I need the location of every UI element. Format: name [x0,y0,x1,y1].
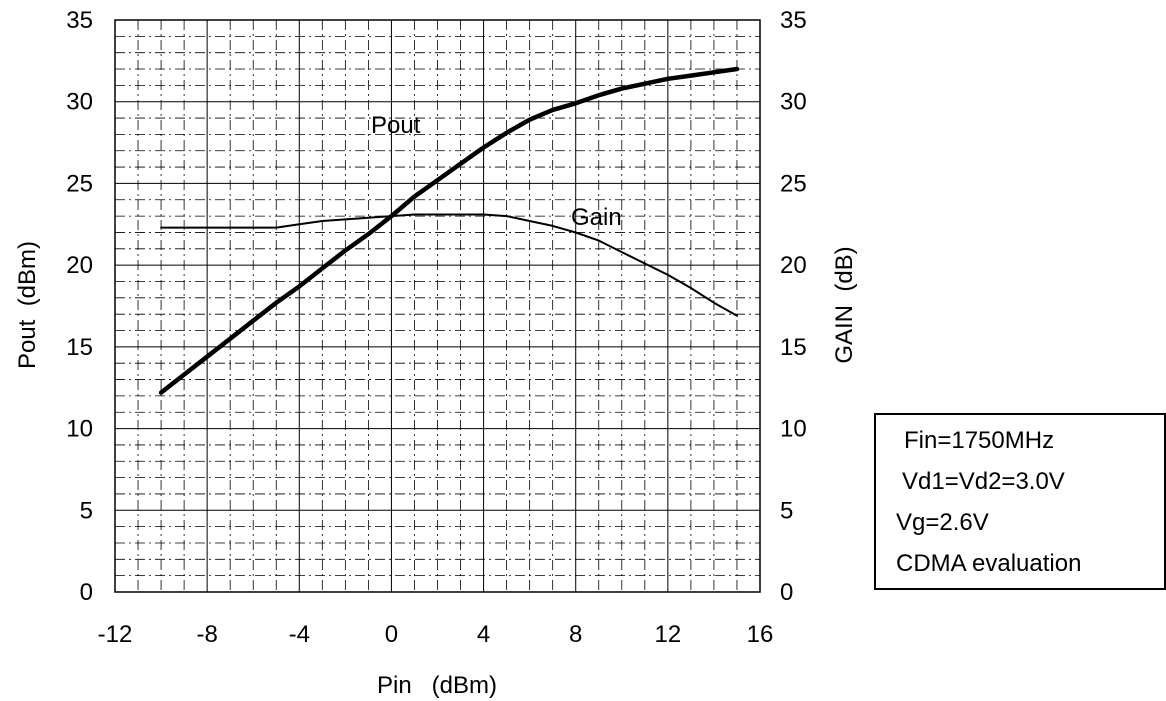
plot-frame [114,19,761,593]
y-right-tick-label: 20 [780,252,807,279]
x-tick-label: -8 [196,621,217,648]
y-axis-right-ticks: 0 5 10 15 20 25 30 35 [780,7,807,606]
y-axis-right-title: GAIN (dB) [831,246,858,363]
series-label-gain: Gain [571,204,622,231]
x-tick-label: 16 [747,621,774,648]
conditions-box: Fin=1750MHz Vd1=Vd2=3.0V Vg=2.6V CDMA ev… [874,413,1166,590]
x-axis-ticks: -12 -8 -4 0 4 8 12 16 [98,621,774,648]
condition-frequency: Fin=1750MHz [904,427,1055,454]
x-tick-label: 4 [477,621,490,648]
y-right-tick-label: 15 [780,334,807,361]
y-left-tick-label: 5 [80,497,93,524]
chart-grid [115,20,760,592]
series-line-pout [158,66,740,395]
y-axis-left-ticks: 0 5 10 15 20 25 30 35 [66,7,93,606]
condition-gate-voltage: Vg=2.6V [896,509,989,536]
y-right-tick-label: 10 [780,416,807,443]
y-left-tick-label: 20 [66,252,93,279]
y-right-tick-label: 5 [780,497,793,524]
y-left-tick-label: 30 [66,89,93,116]
x-tick-label: 8 [569,621,582,648]
y-right-tick-label: 25 [780,170,807,197]
y-left-tick-label: 15 [66,334,93,361]
series-line-gain [160,213,738,317]
condition-evaluation: CDMA evaluation [896,550,1082,577]
series-label-pout: Pout [371,112,421,139]
x-tick-label: -12 [98,621,133,648]
x-tick-label: 12 [655,621,682,648]
x-tick-label: -4 [289,621,310,648]
y-axis-left-title: Pout (dBm) [14,241,41,369]
y-left-tick-label: 0 [80,579,93,606]
x-axis-title: Pin (dBm) [377,672,497,699]
y-left-tick-label: 35 [66,7,93,34]
y-left-tick-label: 10 [66,416,93,443]
y-right-tick-label: 30 [780,89,807,116]
y-right-tick-label: 35 [780,7,807,34]
y-left-tick-label: 25 [66,170,93,197]
x-tick-label: 0 [385,621,398,648]
y-right-tick-label: 0 [780,579,793,606]
condition-drain-voltage: Vd1=Vd2=3.0V [902,468,1065,495]
series-layer [158,66,740,395]
